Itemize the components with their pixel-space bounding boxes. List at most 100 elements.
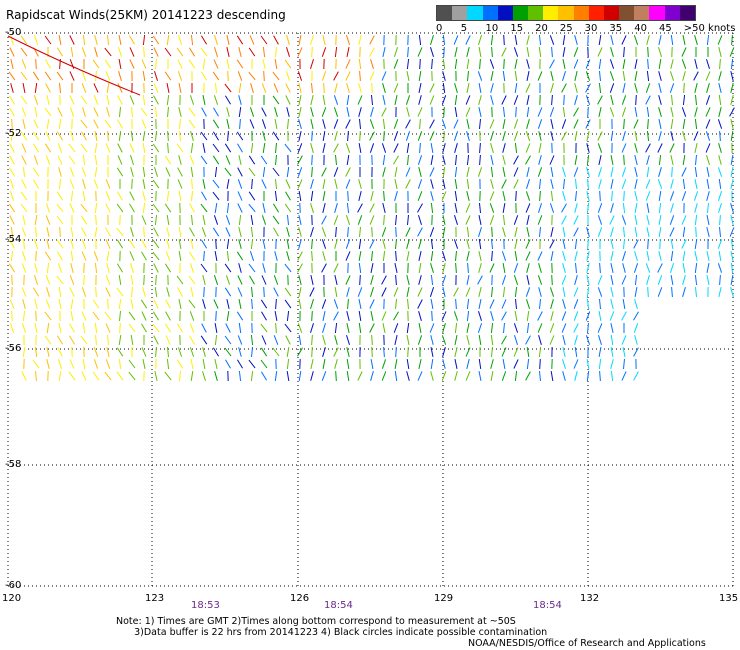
wind-barb <box>334 274 338 286</box>
wind-barb <box>634 83 638 93</box>
wind-barb <box>561 83 567 93</box>
wind-barb <box>622 347 626 357</box>
wind-barb <box>274 107 278 117</box>
wind-barb <box>670 131 674 141</box>
wind-barb <box>70 107 74 117</box>
wind-barb <box>394 179 398 189</box>
wind-barb <box>610 370 614 382</box>
wind-barb <box>152 179 160 189</box>
wind-barb <box>430 274 434 286</box>
wind-barb <box>153 263 159 273</box>
wind-barb <box>272 95 280 105</box>
wind-barb <box>56 239 64 249</box>
wind-barb <box>622 131 626 141</box>
wind-barb <box>21 371 27 381</box>
wind-barb <box>382 118 386 130</box>
legend-swatch <box>664 6 680 20</box>
wind-barb <box>441 311 447 321</box>
wind-barb <box>34 298 38 310</box>
wind-barb <box>213 299 219 309</box>
wind-barb <box>454 179 458 189</box>
wind-barb <box>706 215 710 225</box>
wind-barb <box>561 323 567 333</box>
wind-barb <box>682 226 686 238</box>
wind-barb <box>34 239 38 249</box>
wind-barb <box>69 71 75 81</box>
wind-barb <box>455 154 457 166</box>
wind-barb <box>442 179 446 189</box>
wind-barb <box>188 119 196 129</box>
wind-barb <box>513 275 519 285</box>
wind-barb <box>322 202 326 214</box>
wind-barb <box>598 82 602 94</box>
wind-barb <box>347 190 349 202</box>
wind-barb <box>417 371 423 381</box>
wind-barb <box>131 178 133 190</box>
wind-barb <box>143 226 145 238</box>
wind-barb <box>202 215 206 225</box>
wind-barb <box>261 335 267 345</box>
wind-barb <box>466 166 470 178</box>
wind-barb <box>502 119 506 129</box>
wind-barb <box>417 287 423 297</box>
wind-barb <box>477 71 483 81</box>
wind-barb <box>466 239 470 249</box>
wind-barb <box>298 191 302 201</box>
wind-barb <box>610 250 614 262</box>
wind-barb <box>621 167 627 177</box>
wind-barb <box>466 190 470 202</box>
wind-barb <box>478 250 482 262</box>
wind-barb <box>730 155 734 165</box>
wind-barb <box>164 263 172 273</box>
wind-barb <box>647 238 649 250</box>
wind-barb <box>526 299 530 309</box>
wind-barb <box>705 143 711 153</box>
wind-barb <box>502 190 506 202</box>
wind-barb <box>585 71 591 81</box>
wind-barb <box>346 371 350 381</box>
wind-barb <box>44 311 52 321</box>
wind-barb <box>717 119 723 129</box>
wind-barb <box>729 47 735 57</box>
wind-barb <box>179 118 181 130</box>
wind-barb <box>321 47 327 57</box>
wind-barb <box>10 250 14 262</box>
wind-barb <box>286 239 290 249</box>
wind-barb <box>152 251 160 261</box>
wind-barb <box>202 143 206 153</box>
wind-barb <box>239 118 241 130</box>
wind-barb <box>166 95 170 105</box>
wind-barb <box>658 131 662 141</box>
wind-barb <box>550 226 554 238</box>
wind-barb <box>260 35 268 45</box>
wind-barb <box>58 35 62 45</box>
wind-barb <box>718 155 722 165</box>
wind-barb <box>442 347 446 357</box>
wind-barb <box>381 311 387 321</box>
wind-barb <box>682 263 686 273</box>
wind-barb <box>70 311 74 321</box>
wind-barb <box>250 238 254 250</box>
wind-barb <box>81 239 87 249</box>
wind-barb <box>525 143 531 153</box>
wind-barb <box>478 371 482 381</box>
wind-barb <box>621 179 627 189</box>
wind-barb <box>574 95 578 105</box>
wind-barb <box>310 274 314 286</box>
wind-barb <box>251 178 253 190</box>
wind-barb <box>429 227 435 237</box>
wind-barb <box>491 238 493 250</box>
wind-barb <box>297 263 303 273</box>
wind-barb <box>609 59 615 69</box>
wind-barb <box>35 370 37 382</box>
wind-barb <box>11 274 13 286</box>
wind-barb <box>466 83 470 93</box>
wind-barb <box>453 35 459 45</box>
wind-barb <box>358 143 362 153</box>
wind-barb <box>490 83 494 93</box>
wind-barb <box>68 335 76 345</box>
wind-barb <box>34 263 38 273</box>
wind-barb <box>694 118 698 130</box>
wind-barb <box>56 203 64 213</box>
wind-barb <box>164 71 172 81</box>
